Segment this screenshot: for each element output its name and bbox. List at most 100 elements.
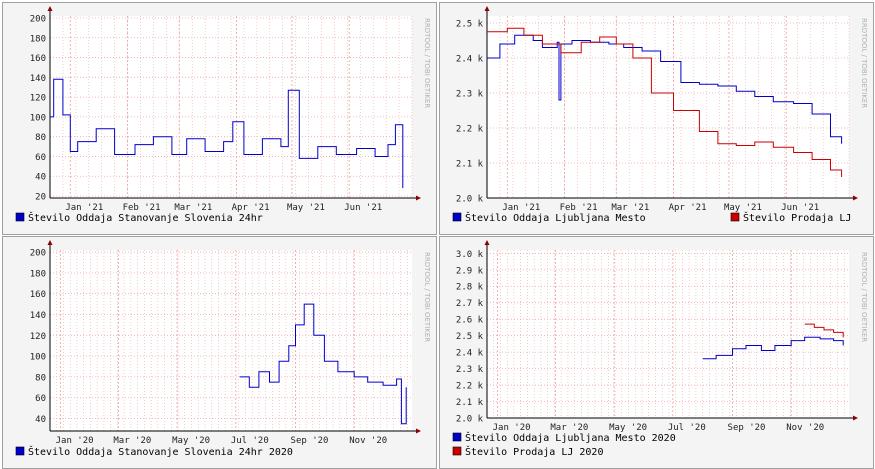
x-tick-label: Jun '21 [344, 203, 382, 213]
y-tick-label: 100 [30, 113, 46, 123]
y-tick-label: 40 [35, 173, 46, 183]
legend-label: Število Oddaja Ljubljana Mesto [465, 211, 646, 224]
plot-area [487, 250, 849, 418]
y-tick-label: 2.3 k [456, 365, 484, 375]
x-tick-label: May '21 [287, 203, 325, 213]
y-tick-label: 200 [30, 14, 46, 24]
x-tick-label: Jul '20 [668, 423, 706, 433]
legend-swatch-blue [452, 432, 462, 442]
legend-label: Število Prodaja LJ [743, 211, 851, 224]
chart-panel-slovenia-rent-2020: 40 60 80 100 120 140 160 180 200 Jan '20 Mar '20 Ma… [2, 236, 437, 469]
y-tick-label: 2.3 k [456, 90, 484, 100]
y-tick-label: 20 [35, 193, 46, 203]
y-axis-arrow [484, 6, 490, 11]
y-tick-label: 40 [35, 415, 46, 425]
x-tick-label: Mar '20 [113, 436, 151, 446]
rrdtool-watermark: RRDTOOL / TOBI OETIKER [423, 252, 431, 342]
series-line-blue [487, 34, 843, 144]
y-tick-label: 160 [30, 290, 46, 300]
x-tick-label: May '20 [172, 436, 210, 446]
rrdtool-watermark: RRDTOOL / TOBI OETIKER [860, 252, 868, 342]
y-tick-label: 2.9 k [456, 266, 484, 276]
series-line-blue [239, 303, 407, 425]
y-tick-label: 160 [30, 54, 46, 64]
x-axis-arrow [853, 415, 858, 421]
y-tick-label: 2.4 k [456, 349, 484, 359]
x-axis-arrow [416, 428, 421, 434]
y-tick-label: 2.5 k [456, 332, 484, 342]
x-tick-label: Apr '21 [669, 203, 707, 213]
legend-swatch-red [452, 446, 462, 456]
y-tick-label: 140 [30, 74, 46, 84]
chart-panel-ljubljana-2020: 2.0 k 2.1 k 2.2 k 2.3 k 2.4 k 2.5 k 2.6 k 2.7 k… [439, 236, 874, 469]
y-tick-label: 2.1 k [456, 160, 484, 170]
x-tick-label: Jan '20 [56, 436, 94, 446]
chart-svg: 2.0 k 2.1 k 2.2 k 2.3 k 2.4 k 2.5 k Jan '21 Feb… [439, 2, 874, 235]
y-tick-label: 2.5 k [456, 20, 484, 30]
y-tick-label: 3.0 k [456, 250, 484, 260]
y-tick-label: 140 [30, 311, 46, 321]
x-tick-label: Jun '21 [781, 203, 819, 213]
x-tick-label: Jul '20 [231, 436, 269, 446]
y-tick-label: 2.0 k [456, 195, 484, 205]
y-tick-label: 80 [35, 133, 46, 143]
chart-svg: 40 60 80 100 120 140 160 180 200 Jan '20 Mar '20 Ma… [2, 236, 437, 469]
x-tick-label: Nov '20 [349, 436, 387, 446]
y-axis-arrow [47, 240, 53, 245]
y-tick-label: 2.2 k [456, 382, 484, 392]
legend-swatch-blue [15, 446, 25, 456]
y-tick-label: 120 [30, 332, 46, 342]
chart-svg: 20 40 60 80 100 120 140 160 180 200 Jan '21 Feb '21… [2, 2, 437, 235]
y-tick-label: 60 [35, 153, 46, 163]
rrdtool-watermark: RRDTOOL / TOBI OETIKER [860, 18, 868, 108]
y-tick-label: 2.4 k [456, 55, 484, 65]
rrdtool-watermark: RRDTOOL / TOBI OETIKER [423, 18, 431, 108]
chart-svg: 2.0 k 2.1 k 2.2 k 2.3 k 2.4 k 2.5 k 2.6 k 2.7 k… [439, 236, 874, 469]
plot-area [50, 250, 412, 431]
legend-label: Število Oddaja Stanovanje Slovenia 24hr … [28, 445, 293, 458]
y-tick-label: 2.0 k [456, 415, 484, 425]
y-tick-label: 2.2 k [456, 125, 484, 135]
series-line-red [804, 323, 844, 338]
y-tick-label: 2.8 k [456, 283, 484, 293]
y-tick-label: 2.6 k [456, 316, 484, 326]
y-tick-label: 2.7 k [456, 299, 484, 309]
series-line-blue [50, 78, 404, 189]
chart-panel-ljubljana-2021: 2.0 k 2.1 k 2.2 k 2.3 k 2.4 k 2.5 k Jan '21 Feb… [439, 2, 874, 235]
y-tick-label: 100 [30, 353, 46, 363]
x-tick-label: May '21 [724, 203, 762, 213]
y-tick-label: 180 [30, 34, 46, 44]
x-tick-label: Sep '20 [291, 436, 329, 446]
series-line-red [487, 27, 843, 177]
legend-label: Število Oddaja Stanovanje Slovenia 24hr [28, 211, 263, 224]
x-tick-label: Feb '21 [123, 203, 161, 213]
x-tick-label: Mar '20 [550, 423, 588, 433]
y-tick-label: 2.1 k [456, 398, 484, 408]
y-tick-label: 60 [35, 394, 46, 404]
x-tick-label: Mar '21 [174, 203, 212, 213]
chart-panel-slovenia-rent-2021: 20 40 60 80 100 120 140 160 180 200 Jan '21 Feb '21… [2, 2, 437, 235]
y-tick-label: 120 [30, 94, 46, 104]
x-tick-label: May '20 [609, 423, 647, 433]
y-axis-arrow [47, 6, 53, 11]
legend-label: Število Prodaja LJ 2020 [465, 445, 603, 458]
legend-label: Število Oddaja Ljubljana Mesto 2020 [465, 431, 676, 444]
x-tick-label: Apr '21 [232, 203, 270, 213]
x-tick-label: Jan '21 [65, 203, 103, 213]
y-tick-label: 80 [35, 373, 46, 383]
x-tick-label: Jan '20 [493, 423, 531, 433]
legend-swatch-blue [15, 212, 25, 222]
x-axis-arrow [853, 195, 858, 201]
x-tick-label: Jan '21 [502, 203, 540, 213]
x-tick-label: Mar '21 [611, 203, 649, 213]
series-line-blue [702, 336, 844, 360]
x-tick-label: Nov '20 [786, 423, 824, 433]
y-tick-label: 180 [30, 269, 46, 279]
x-axis-arrow [416, 195, 421, 201]
legend-swatch-red [730, 212, 740, 222]
x-tick-label: Feb '21 [560, 203, 598, 213]
x-tick-label: Sep '20 [728, 423, 766, 433]
y-axis-arrow [484, 240, 490, 245]
y-tick-label: 200 [30, 249, 46, 259]
legend-swatch-blue [452, 212, 462, 222]
